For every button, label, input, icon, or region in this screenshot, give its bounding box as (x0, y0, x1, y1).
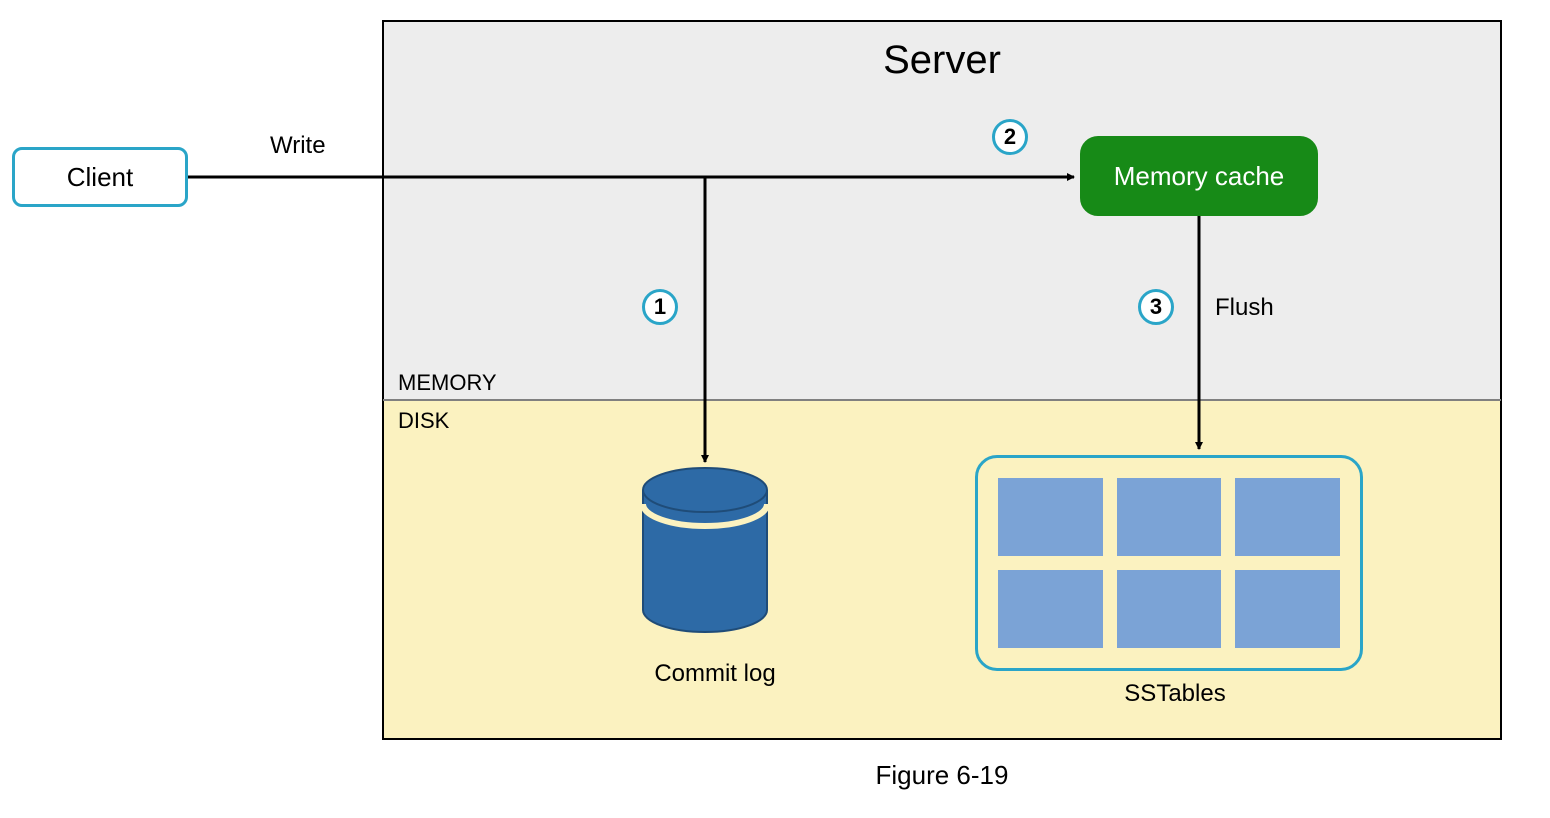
client-label: Client (67, 162, 133, 193)
step-1-label: 1 (654, 294, 666, 320)
edge-flush-label: Flush (1215, 294, 1274, 322)
figure-caption: Figure 6-19 (792, 760, 1092, 791)
server-title: Server (842, 38, 1042, 83)
memory-cache-node: Memory cache (1080, 136, 1318, 216)
sstables-grid (998, 478, 1340, 648)
step-1: 1 (642, 289, 678, 325)
step-2-label: 2 (1004, 124, 1016, 150)
sstable-cell (1117, 570, 1222, 648)
memory-label: MEMORY (398, 370, 497, 396)
sstable-cell (998, 570, 1103, 648)
diagram-canvas: Server MEMORY DISK Client Memory cache C… (0, 0, 1550, 818)
step-3-label: 3 (1150, 294, 1162, 320)
disk-label: DISK (398, 408, 449, 434)
sstables-node (975, 455, 1363, 671)
step-3: 3 (1138, 289, 1174, 325)
sstable-cell (1235, 570, 1340, 648)
client-node: Client (12, 147, 188, 207)
sstable-cell (1235, 478, 1340, 556)
sstable-cell (1117, 478, 1222, 556)
memory-cache-label: Memory cache (1114, 161, 1285, 192)
sstable-cell (998, 478, 1103, 556)
step-2: 2 (992, 119, 1028, 155)
sstables-label: SSTables (1100, 680, 1250, 708)
edge-write-label: Write (270, 132, 326, 160)
commit-log-label: Commit log (640, 660, 790, 688)
